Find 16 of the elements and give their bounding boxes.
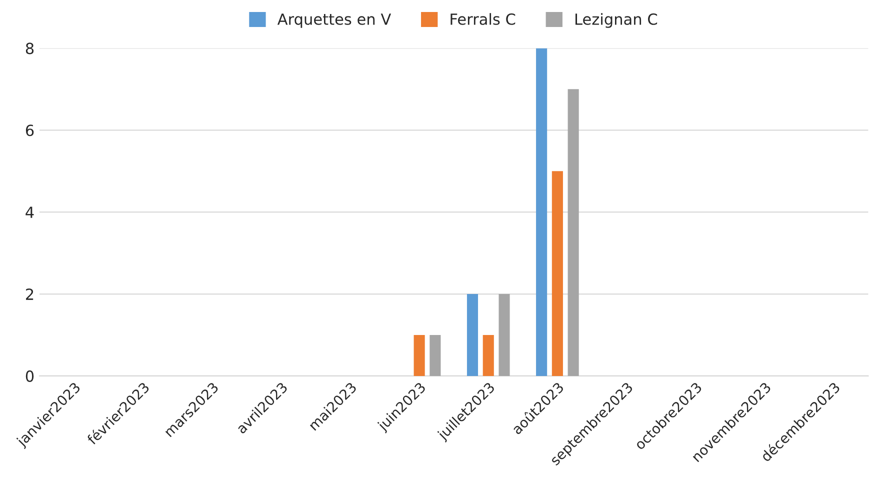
y-tick-label: 2 — [26, 288, 34, 300]
y-tick-label: 6 — [26, 124, 34, 136]
bar — [552, 171, 563, 376]
legend-label: Lezignan C — [576, 13, 658, 28]
bar — [430, 334, 441, 376]
bar — [536, 48, 548, 376]
legend-label: Ferrals C — [450, 13, 516, 25]
bar — [482, 334, 494, 376]
y-tick-label: 0 — [26, 370, 34, 382]
y-tick-label: 8 — [26, 42, 34, 54]
bar — [498, 294, 510, 376]
y-tick-label: 4 — [26, 206, 34, 218]
bar — [466, 294, 478, 376]
bar — [414, 334, 425, 376]
legend-label: Arquettes en V — [277, 14, 392, 28]
bar — [568, 89, 579, 376]
